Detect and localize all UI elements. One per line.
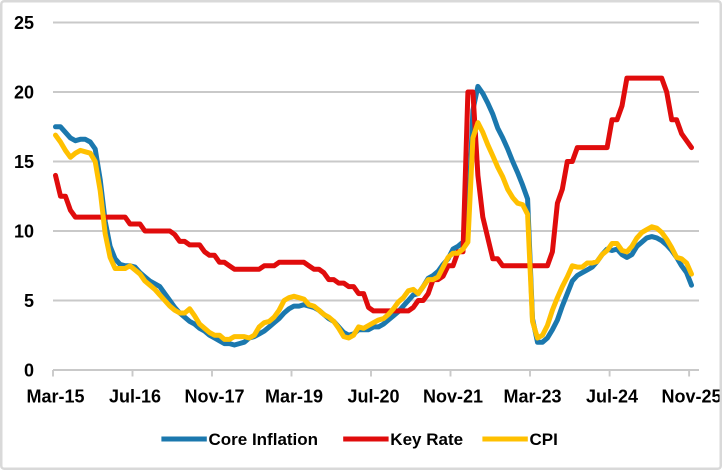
svg-text:25: 25: [14, 13, 34, 33]
svg-text:Mar-23: Mar-23: [503, 387, 561, 407]
svg-text:CPI: CPI: [530, 430, 558, 449]
svg-text:Jul-16: Jul-16: [109, 387, 161, 407]
svg-text:Mar-19: Mar-19: [265, 387, 323, 407]
svg-text:Core Inflation: Core Inflation: [209, 430, 319, 449]
svg-text:5: 5: [24, 291, 34, 311]
svg-text:0: 0: [24, 361, 34, 381]
svg-text:15: 15: [14, 152, 34, 172]
svg-text:Nov-25: Nov-25: [661, 387, 721, 407]
svg-text:Jul-20: Jul-20: [347, 387, 399, 407]
svg-text:Key Rate: Key Rate: [390, 430, 463, 449]
svg-text:Nov-21: Nov-21: [423, 387, 483, 407]
svg-text:20: 20: [14, 83, 34, 103]
svg-text:Mar-15: Mar-15: [26, 387, 84, 407]
svg-text:10: 10: [14, 222, 34, 242]
svg-text:Jul-24: Jul-24: [586, 387, 638, 407]
svg-text:Nov-17: Nov-17: [184, 387, 244, 407]
